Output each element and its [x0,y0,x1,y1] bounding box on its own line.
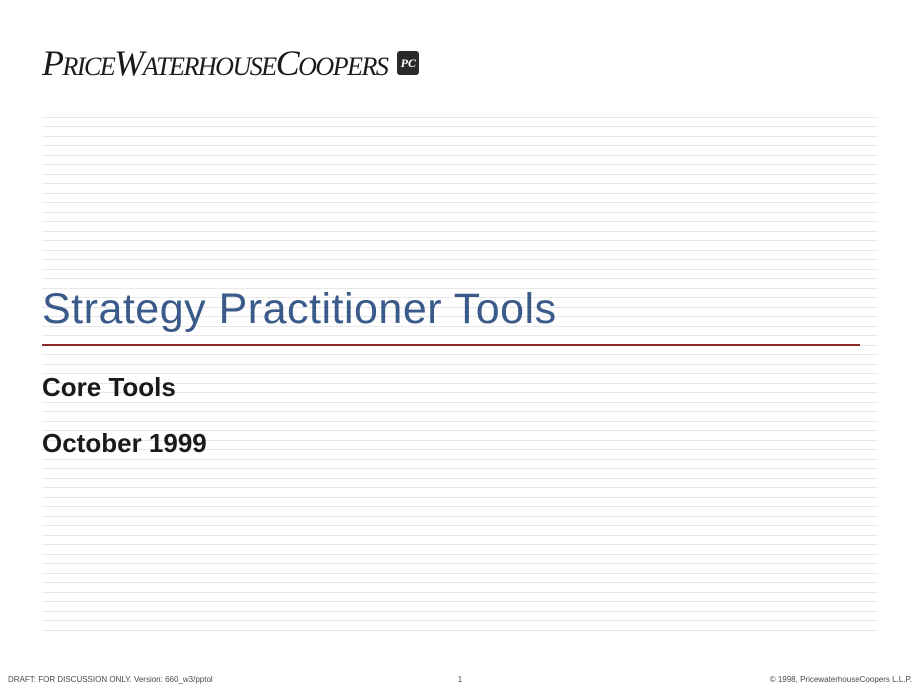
grid-line [42,127,878,137]
main-title: Strategy Practitioner Tools [42,285,860,340]
grid-line [42,222,878,232]
grid-line [42,555,878,565]
grid-line [42,602,878,612]
logo-cap-w: W [114,43,143,83]
slide-container: PRICEWATERHOUSECOOPERS PC Strategy Pract… [0,0,920,690]
grid-line [42,165,878,175]
footer-left-text: DRAFT: FOR DISCUSSION ONLY. Version: 660… [8,675,213,684]
subtitle: Core Tools [42,372,860,403]
grid-line [42,156,878,166]
grid-line [42,213,878,223]
grid-line [42,194,878,204]
grid-line [42,526,878,536]
grid-line [42,498,878,508]
grid-line [42,241,878,251]
grid-line [42,583,878,593]
grid-line [42,593,878,603]
grid-line [42,469,878,479]
grid-line [42,260,878,270]
grid-line [42,108,878,118]
grid-line [42,564,878,574]
grid-line [42,270,878,280]
grid-line [42,146,878,156]
footer-copyright: © 1998, PricewaterhouseCoopers L.L.P. [770,675,912,684]
grid-line [42,184,878,194]
grid-line [42,507,878,517]
grid-line [42,460,878,470]
logo-cap-c: C [276,43,299,83]
date-line: October 1999 [42,428,860,459]
grid-line [42,536,878,546]
footer-page-number: 1 [458,675,462,684]
logo-badge-icon: PC [397,51,419,75]
grid-line [42,232,878,242]
logo-part2: ATERHOUSE [143,52,276,81]
grid-line [42,488,878,498]
grid-line [42,545,878,555]
grid-line [42,118,878,128]
grid-line [42,574,878,584]
logo-part3: OOPERS [298,52,387,81]
footer: DRAFT: FOR DISCUSSION ONLY. Version: 660… [0,675,920,684]
logo-part1: RICE [63,52,115,81]
grid-line [42,612,878,622]
grid-line [42,175,878,185]
grid-line [42,251,878,261]
grid-line [42,203,878,213]
grid-line [42,517,878,527]
title-underline [42,344,860,346]
logo-area: PRICEWATERHOUSECOOPERS PC [42,42,419,84]
title-block: Strategy Practitioner Tools Core Tools O… [42,285,860,459]
company-logo-text: PRICEWATERHOUSECOOPERS [42,42,387,84]
grid-line [42,137,878,147]
grid-line [42,621,878,631]
logo-cap-p: P [42,43,63,83]
grid-line [42,479,878,489]
